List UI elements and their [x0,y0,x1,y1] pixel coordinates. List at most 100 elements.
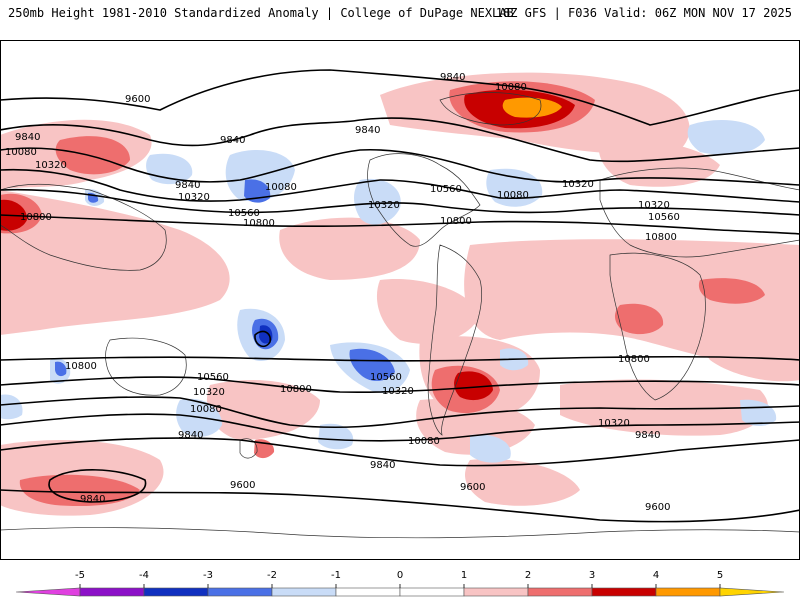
legend-tick-label: 2 [525,570,531,581]
contour-10320 [0,396,800,429]
anomaly-region [354,178,401,225]
contour-label: 10800 [618,354,650,365]
south-america-outline [427,244,483,436]
map-title: 250mb Height 1981-2010 Standardized Anom… [8,6,514,20]
contour-label: 9840 [635,430,660,441]
anomaly-region [465,459,580,506]
anomaly-region [349,348,395,381]
contour-label: 9840 [355,125,380,136]
contour-label: 10080 [265,182,297,193]
anomaly-region [454,371,493,401]
anomaly-region [698,278,765,304]
contour-label: 9600 [645,502,670,513]
contour-label: 9840 [175,180,200,191]
contour-10560 [0,376,800,393]
anomaly-region [259,325,273,344]
contour-label: 10320 [562,179,594,190]
height-contours [0,69,800,523]
contour-label: 10800 [243,218,275,229]
contour-label: 10080 [5,147,37,158]
contour-label: 10800 [440,216,472,227]
legend-tick-label: -2 [267,570,277,581]
contour-label: 9840 [370,460,395,471]
contour-label: 10800 [65,361,97,372]
moderate-negative-layer [55,179,395,381]
new-zealand-outline [239,438,258,459]
asia-outline [0,183,167,271]
legend-color-segment [527,587,593,597]
strong-negative-layer [259,325,273,344]
contour-9840 [48,469,147,503]
legend-arrow-high [719,587,785,597]
contour-label: 9600 [460,482,485,493]
contour-label: 10560 [370,372,402,383]
legend-tick-label: -5 [75,570,85,581]
greenland-outline [439,92,542,126]
anomaly-region [0,394,23,420]
contour-10800 [0,355,800,362]
contour-label: 10560 [228,208,260,219]
anomaly-map: 9600 9600 9600 9600 9840 9840 9840 9840 … [0,40,800,560]
contour-10320 [0,168,800,203]
legend-tick-label: -3 [203,570,213,581]
contour-label: 10080 [190,404,222,415]
contour-9600 [0,69,800,126]
anomaly-region [55,136,130,175]
contour-9840 [0,117,800,163]
australia-outline [105,337,187,396]
anomaly-region [614,303,664,335]
legend-color-segment [271,587,337,597]
legend-tick-label: 5 [717,570,723,581]
anomaly-region [687,120,765,155]
legend-color-segment [335,587,401,597]
contour-label: 9840 [220,135,245,146]
anomaly-region [318,423,354,450]
contour-10080 [0,413,800,442]
legend-color-segment [399,587,465,597]
contour-label: 10080 [495,82,527,93]
legend-color-segment [143,587,209,597]
contour-label: 9840 [178,430,203,441]
anomaly-region [470,434,511,463]
legend-color-bar [15,584,785,597]
extreme-anomaly-layer [502,97,562,118]
contour-label: 10560 [430,184,462,195]
contour-label: 9840 [80,494,105,505]
legend-color-segment [591,587,657,597]
contour-label: 9840 [15,132,40,143]
contour-label: 10080 [497,190,529,201]
legend-color-segment [207,587,273,597]
contour-10560 [0,188,800,216]
color-scale-legend: -5 -4 -3 -2 -1 0 1 2 3 4 5 [15,570,785,597]
contour-label: 9600 [125,94,150,105]
contour-10800 [0,214,800,235]
model-run-info: 18Z GFS | F036 Valid: 06Z MON NOV 17 202… [495,6,792,20]
legend-tick-label: 0 [397,570,403,581]
legend-tick-labels: -5 -4 -3 -2 -1 0 1 2 3 4 5 [75,570,723,581]
contour-label: 10320 [35,160,67,171]
contour-label: 10080 [408,436,440,447]
contour-9600 [0,489,800,523]
anomaly-region [279,217,420,280]
contour-10080 [0,147,800,186]
contour-labels: 9600 9600 9600 9600 9840 9840 9840 9840 … [5,72,680,513]
legend-arrow-low [15,587,81,597]
north-america-outline [367,153,481,247]
contour-label: 10320 [598,418,630,429]
contour-label: 10800 [280,384,312,395]
legend-color-segment [79,587,145,597]
anomaly-region [740,399,777,426]
contour-label: 10320 [178,192,210,203]
contour-label: 9840 [440,72,465,83]
contour-label: 10320 [382,386,414,397]
contour-label: 10800 [645,232,677,243]
legend-tick-label: 1 [461,570,467,581]
anomaly-region [55,361,67,377]
contour-label: 10320 [368,200,400,211]
legend-tick-label: 3 [589,570,595,581]
contour-label: 10800 [20,212,52,223]
legend-color-segment [463,587,529,597]
anomaly-region [695,308,800,382]
legend-tick-label: -4 [139,570,149,581]
anomaly-region [0,190,230,335]
